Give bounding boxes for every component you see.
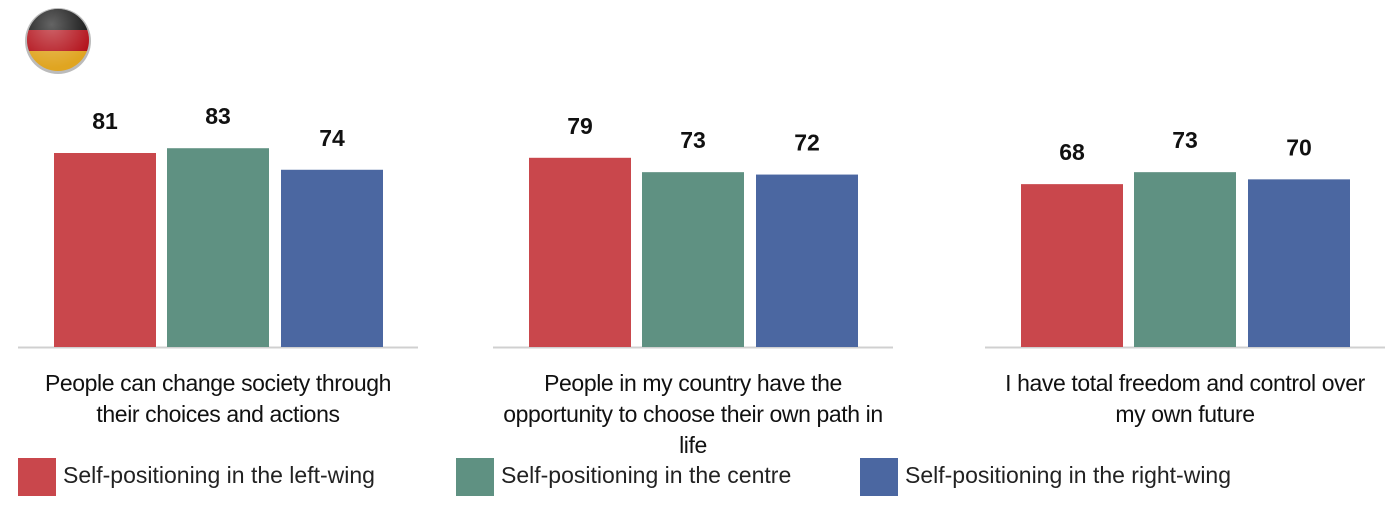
legend-swatch [18,458,56,496]
category-label: I have total freedom and control over my… [1005,370,1365,427]
legend-swatch [456,458,494,496]
value-label: 81 [92,108,118,134]
category-label: People can change society through their … [44,370,392,427]
legend-label: Self-positioning in the right-wing [905,462,1232,488]
flag-icon [25,8,91,74]
category-label: People in my country have the opportunit… [503,370,883,458]
bar [1248,179,1350,347]
bar [281,169,383,347]
bar [756,174,858,347]
bar [1021,184,1123,347]
legend-swatch [860,458,898,496]
bar [529,157,631,347]
value-label: 74 [319,125,345,151]
legend-label: Self-positioning in the left-wing [63,462,375,488]
bar [54,153,156,347]
bar [642,172,744,347]
value-label: 79 [567,113,593,139]
legend-label: Self-positioning in the centre [501,462,792,488]
value-label: 72 [794,130,820,156]
value-label: 68 [1059,139,1085,165]
value-label: 73 [680,127,706,153]
bar [167,148,269,347]
bar [1134,172,1236,347]
value-label: 70 [1286,134,1312,160]
value-label: 73 [1172,127,1198,153]
value-label: 83 [205,103,231,129]
